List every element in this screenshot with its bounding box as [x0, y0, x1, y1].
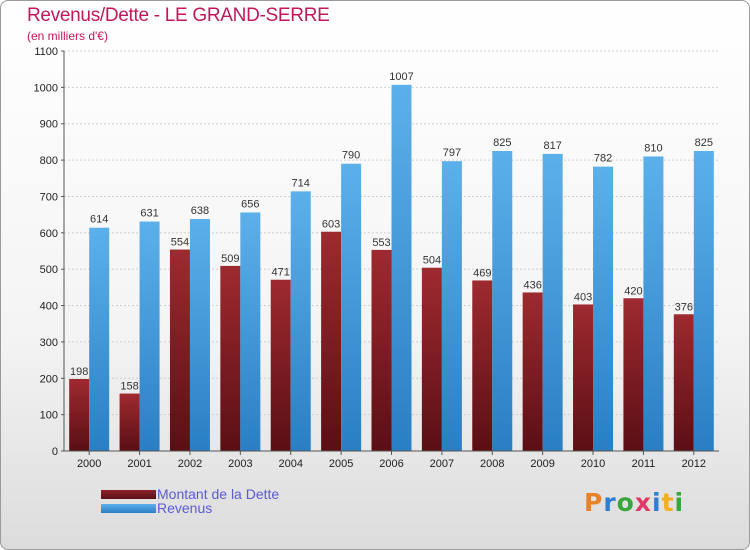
- y-tick-label: 1100: [34, 46, 58, 58]
- revenue-value-label: 825: [695, 137, 713, 149]
- revenue-bar: [89, 227, 110, 451]
- debt-value-label: 420: [624, 285, 642, 297]
- debt-value-label: 436: [523, 279, 541, 291]
- debt-bar: [169, 249, 190, 451]
- debt-value-label: 403: [574, 291, 592, 303]
- y-tick-label: 600: [40, 228, 58, 240]
- logo-letter: x: [634, 488, 652, 517]
- x-tick-label: 2000: [77, 458, 101, 470]
- y-tick-label: 300: [40, 337, 58, 349]
- x-tick-label: 2009: [530, 458, 554, 470]
- y-tick-label: 700: [40, 191, 58, 203]
- debt-bar: [119, 393, 140, 451]
- legend-label-debt: Montant de la Dette: [157, 486, 280, 502]
- y-tick-label: 500: [40, 264, 58, 276]
- debt-value-label: 504: [423, 255, 441, 267]
- x-tick-label: 2008: [480, 458, 504, 470]
- revenue-bar: [240, 212, 261, 451]
- revenue-value-label: 631: [140, 208, 158, 220]
- revenue-bar: [643, 156, 664, 452]
- debt-value-label: 553: [372, 237, 390, 249]
- x-tick-label: 2007: [430, 458, 454, 470]
- debt-value-label: 603: [322, 219, 340, 231]
- debt-bar: [623, 298, 644, 451]
- logo-letter: i: [652, 488, 662, 517]
- revenue-bar: [290, 191, 311, 451]
- revenue-bar: [341, 163, 362, 451]
- debt-bar: [673, 314, 694, 451]
- y-tick-label: 1000: [34, 82, 58, 94]
- debt-value-label: 469: [473, 267, 491, 279]
- revenue-bar: [441, 161, 462, 451]
- debt-bar: [321, 231, 342, 451]
- y-tick-label: 400: [40, 301, 58, 313]
- debt-value-label: 471: [272, 267, 290, 279]
- y-tick-label: 800: [40, 155, 58, 167]
- debt-bar: [421, 267, 442, 451]
- revenue-value-label: 790: [342, 150, 360, 162]
- revenue-bar: [391, 84, 412, 452]
- y-tick-label: 100: [40, 410, 58, 422]
- revenue-value-label: 614: [90, 214, 108, 226]
- debt-value-label: 158: [120, 381, 138, 393]
- debt-bar: [522, 292, 543, 451]
- x-tick-label: 2004: [278, 458, 302, 470]
- chart-title: Revenus/Dette - LE GRAND-SERRE: [27, 5, 330, 26]
- logo-letter: i: [674, 488, 685, 517]
- revenue-value-label: 714: [292, 177, 310, 189]
- x-tick-label: 2006: [379, 458, 403, 470]
- debt-bar: [220, 265, 241, 451]
- y-tick-label: 0: [52, 446, 58, 458]
- revenue-value-label: 825: [493, 137, 511, 149]
- revenue-bar: [693, 151, 714, 451]
- revenue-value-label: 817: [543, 140, 561, 152]
- logo-letter: P: [584, 488, 604, 517]
- revenue-value-label: 1007: [389, 71, 413, 83]
- legend-swatch-debt: [101, 490, 156, 499]
- revenue-bar: [492, 151, 513, 451]
- y-tick-label: 200: [40, 373, 58, 385]
- revenue-bar: [542, 153, 563, 451]
- y-tick-label: 900: [40, 119, 58, 131]
- proxiti-logo: Proxiti: [584, 488, 684, 517]
- x-tick-label: 2001: [127, 458, 151, 470]
- logo-letter: o: [616, 488, 635, 517]
- chart-subtitle: (en milliers d'€): [27, 29, 108, 43]
- x-tick-label: 2011: [632, 458, 656, 470]
- logo-letter: t: [661, 488, 675, 517]
- legend-label-revenue: Revenus: [157, 500, 213, 516]
- revenue-bar: [189, 219, 210, 451]
- debt-value-label: 198: [70, 366, 88, 378]
- x-tick-label: 2010: [581, 458, 605, 470]
- debt-value-label: 376: [675, 301, 693, 313]
- debt-bar: [69, 379, 90, 451]
- debt-bar: [270, 279, 291, 451]
- revenue-value-label: 810: [644, 142, 662, 154]
- revenue-value-label: 638: [191, 205, 209, 217]
- debt-bar: [371, 249, 392, 451]
- debt-bar: [573, 304, 594, 451]
- debt-value-label: 509: [221, 253, 239, 265]
- x-tick-label: 2002: [178, 458, 202, 470]
- revenue-bar: [139, 221, 160, 451]
- revenue-value-label: 656: [241, 198, 259, 210]
- revenue-value-label: 797: [443, 147, 461, 159]
- revenue-bar: [593, 166, 614, 452]
- logo-letter: r: [603, 488, 617, 517]
- legend-swatch-revenue: [101, 504, 156, 513]
- revenue-value-label: 782: [594, 153, 612, 165]
- x-tick-label: 2005: [329, 458, 353, 470]
- debt-bar: [472, 280, 493, 451]
- debt-value-label: 554: [171, 237, 189, 249]
- x-tick-label: 2003: [228, 458, 252, 470]
- x-tick-label: 2012: [682, 458, 706, 470]
